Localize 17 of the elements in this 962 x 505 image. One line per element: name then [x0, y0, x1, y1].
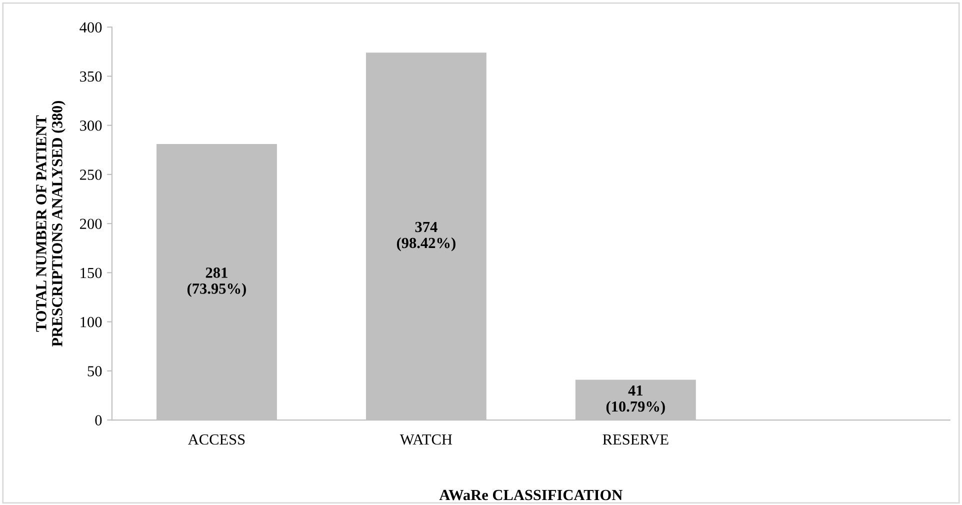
y-tick-label: 150: [80, 268, 102, 278]
data-label: 41 (10.79%): [606, 385, 665, 415]
data-label: 374 (98.42%): [396, 222, 456, 252]
x-tick-label: WATCH: [400, 434, 452, 445]
x-tick-label: RESERVE: [602, 434, 668, 445]
y-tick-label: 100: [80, 316, 102, 328]
y-tick-label: 50: [88, 366, 102, 376]
x-axis-title: AWaRe CLASSIFICATION: [439, 490, 622, 500]
y-axis-title: TOTAL NUMBER OF PATIENT PRESCRIPTIONS ANALYSED (380): [36, 100, 66, 347]
y-tick-label: 300: [80, 120, 102, 131]
y-tick-label: 400: [80, 22, 102, 33]
x-tick-label: ACCESS: [188, 434, 245, 445]
y-tick-label: 0: [95, 415, 102, 426]
y-tick-label: 350: [80, 71, 102, 82]
data-label: 281 (73.95%): [187, 268, 246, 297]
y-tick-label: 200: [80, 218, 102, 230]
y-tick-label: 250: [80, 170, 102, 180]
